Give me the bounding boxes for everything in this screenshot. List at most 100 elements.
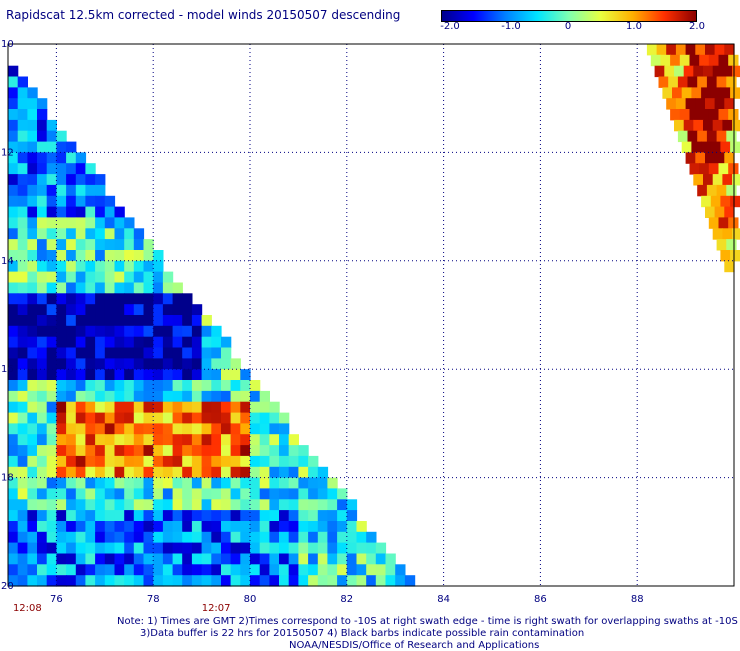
heatmap-cell — [143, 542, 154, 554]
heatmap-cell — [66, 336, 77, 349]
heatmap-cell — [211, 423, 222, 435]
heatmap-cell — [95, 358, 106, 370]
heatmap-cell — [114, 434, 125, 446]
heatmap-cell — [37, 553, 48, 565]
heatmap-cell — [114, 401, 125, 414]
heatmap-cell — [337, 488, 348, 500]
heatmap-cell — [172, 282, 183, 294]
heatmap-cell — [27, 455, 38, 468]
heatmap-cell — [104, 315, 116, 327]
heatmap-cell — [75, 163, 87, 175]
heatmap-cell — [124, 510, 135, 522]
heatmap-cell — [85, 184, 96, 197]
heatmap-cell — [730, 195, 740, 208]
heatmap-cell — [269, 521, 280, 533]
heatmap-cell — [114, 217, 125, 229]
heatmap-cell — [75, 217, 87, 229]
heatmap-cell — [75, 271, 87, 283]
heatmap-cell — [27, 575, 38, 587]
heatmap-cell — [201, 488, 212, 500]
heatmap-cell — [666, 44, 677, 56]
heatmap-cell — [8, 390, 19, 403]
heatmap-cell — [95, 239, 106, 251]
heatmap-cell — [153, 347, 164, 359]
heatmap-cell — [162, 282, 174, 294]
heatmap-cell — [211, 347, 222, 359]
heatmap-cell — [17, 466, 28, 479]
heatmap-cell — [722, 119, 733, 132]
heatmap-cell — [288, 477, 299, 489]
heatmap-cell — [17, 380, 28, 392]
heatmap-cell — [691, 87, 702, 99]
heatmap-cell — [337, 521, 348, 533]
heatmap-cell — [172, 325, 183, 338]
heatmap-cell — [37, 141, 48, 153]
heatmap-cell — [114, 347, 125, 359]
heatmap-cell — [162, 347, 174, 359]
heatmap-cell — [124, 477, 135, 489]
heatmap-cell — [95, 477, 106, 489]
heatmap-cell — [279, 575, 290, 587]
heatmap-cell — [37, 184, 48, 197]
heatmap-cell — [56, 282, 67, 294]
heatmap-cell — [46, 542, 57, 554]
heatmap-cell — [17, 260, 28, 273]
heatmap-cell — [143, 434, 154, 446]
heatmap-cell — [317, 488, 329, 500]
heatmap-cell — [85, 347, 96, 359]
heatmap-cell — [337, 553, 348, 565]
heatmap-cell — [56, 347, 67, 359]
heatmap-cell — [104, 347, 116, 359]
heatmap-cell — [75, 325, 87, 338]
heatmap-cell — [153, 304, 164, 316]
heatmap-cell — [162, 455, 174, 468]
heatmap-cell — [250, 499, 261, 511]
heatmap-cell — [56, 434, 67, 446]
heatmap-cell — [143, 521, 154, 533]
heatmap-cell — [366, 564, 377, 576]
heatmap-cell — [85, 553, 96, 565]
heatmap-cell — [114, 293, 125, 305]
heatmap-cell — [37, 195, 48, 208]
heatmap-cell — [385, 553, 396, 565]
heatmap-cell — [385, 575, 396, 587]
heatmap-cell — [162, 477, 174, 489]
heatmap-cell — [346, 521, 358, 533]
heatmap-cell — [8, 184, 19, 197]
heatmap-cell — [724, 152, 735, 164]
heatmap-cell — [143, 260, 154, 273]
heatmap-cell — [56, 217, 67, 229]
heatmap-cell — [37, 358, 48, 370]
heatmap-cell — [153, 412, 164, 424]
heatmap-cell — [8, 325, 19, 338]
heatmap-cell — [143, 575, 154, 587]
heatmap-cell — [143, 390, 154, 403]
heatmap-cell — [182, 542, 193, 554]
heatmap-cell — [75, 282, 87, 294]
heatmap-cell — [221, 401, 232, 414]
heatmap-cell — [269, 542, 280, 554]
heatmap-cell — [240, 445, 251, 457]
heatmap-cell — [85, 510, 96, 522]
heatmap-cell — [211, 553, 222, 565]
heatmap-cell — [66, 239, 77, 251]
heatmap-cell — [8, 564, 19, 576]
heatmap-cell — [104, 239, 116, 251]
heatmap-cell — [250, 488, 261, 500]
colorbar-tick: 1.0 — [626, 21, 642, 32]
heatmap-cell — [104, 434, 116, 446]
heatmap-cell — [395, 564, 406, 576]
heatmap-cell — [182, 553, 193, 565]
y-tick-label: 10 — [1, 39, 14, 50]
heatmap-cell — [308, 466, 319, 479]
heatmap-cell — [75, 564, 87, 576]
heatmap-cell — [172, 445, 183, 457]
heatmap-cell — [75, 575, 87, 587]
heatmap-cell — [27, 195, 38, 208]
heatmap-cell — [269, 477, 280, 489]
heatmap-cell — [133, 531, 145, 544]
heatmap-cell — [356, 531, 367, 544]
heatmap-cell — [221, 521, 232, 533]
y-tick-label: 12 — [1, 147, 14, 158]
heatmap-cell — [269, 423, 280, 435]
